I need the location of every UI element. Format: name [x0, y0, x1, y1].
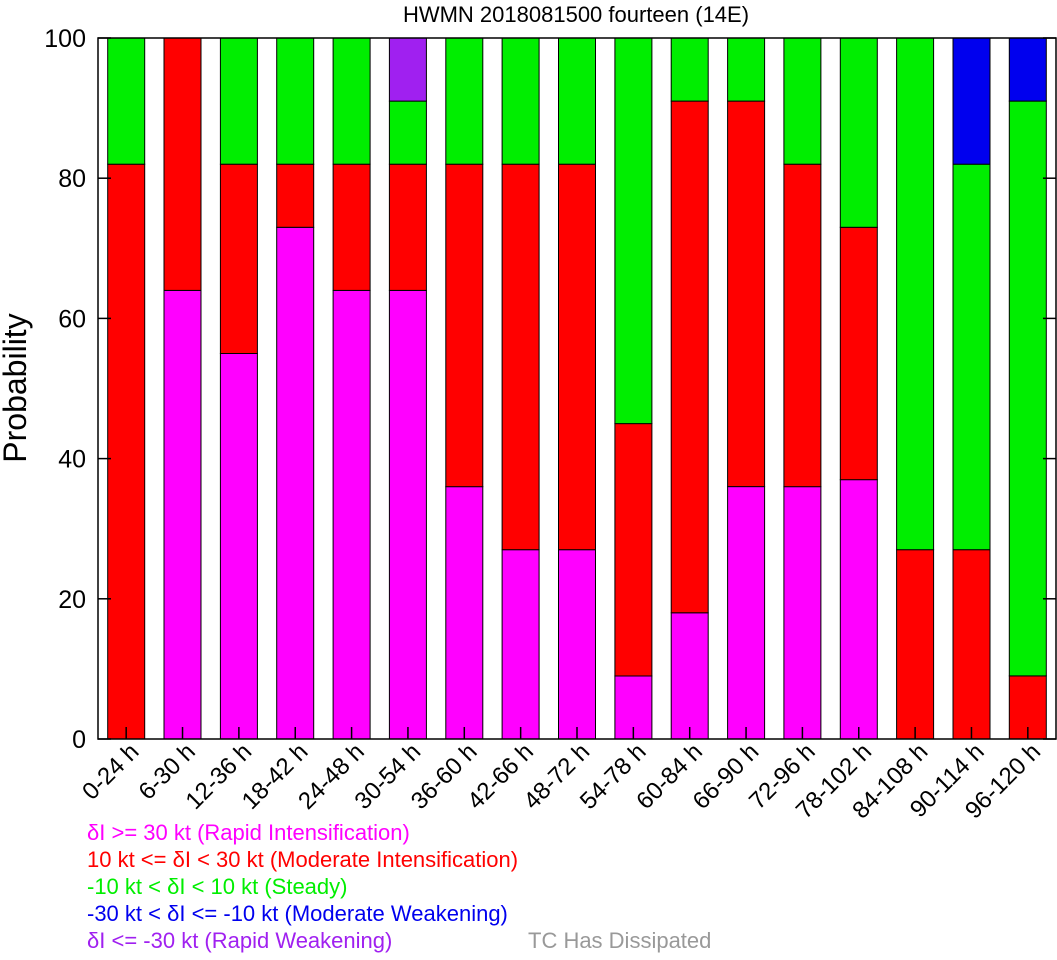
legend-entry-2: -10 kt < δI < 10 kt (Steady)	[87, 874, 348, 899]
bar-segment-3-0	[276, 226, 315, 740]
bar-segment-8-0	[558, 549, 596, 740]
bar-segment-6-0	[445, 486, 484, 740]
bar-segment-5-4	[388, 37, 427, 102]
bar-segment-11-2	[727, 37, 766, 102]
bar-segment-9-2	[614, 37, 653, 425]
bar-segment-11-0	[727, 486, 766, 740]
bar-segment-15-2	[952, 163, 991, 551]
bar-segment-9-1	[614, 423, 653, 677]
bar-segment-6-2	[445, 37, 484, 165]
legend-entry-3: -30 kt < δI <= -10 kt (Moderate Weakenin…	[87, 901, 508, 926]
bar-segment-1-1	[163, 37, 202, 291]
axes-group: 0 20 40 60 80 100	[44, 25, 1057, 754]
bar-segment-14-1	[896, 549, 935, 740]
bar-segment-12-0	[783, 486, 822, 740]
bar-segment-8-2	[558, 37, 596, 165]
x-tick-label-0: 0-24 h	[77, 738, 144, 805]
bar-segment-15-3	[952, 37, 991, 165]
bar-segment-4-0	[332, 289, 371, 740]
bar-segment-5-1	[388, 163, 427, 291]
bar-segment-12-1	[783, 163, 822, 488]
legend-entry-0: δI >= 30 kt (Rapid Intensification)	[87, 820, 410, 845]
bar-segment-7-2	[501, 37, 540, 165]
bar-segment-0-1	[107, 163, 146, 740]
bar-segment-7-1	[501, 163, 540, 551]
bar-segment-1-0	[163, 289, 202, 740]
legend-entry-1: 10 kt <= δI < 30 kt (Moderate Intensific…	[87, 847, 519, 872]
x-tick-labels: 0-24 h6-30 h12-36 h18-42 h24-48 h30-54 h…	[77, 738, 1046, 824]
bar-segment-10-1	[670, 100, 709, 614]
bar-segment-3-1	[276, 163, 315, 228]
bar-segment-7-0	[501, 549, 540, 740]
y-axis-label: Probability	[0, 313, 33, 462]
bar-segment-16-3	[1008, 37, 1047, 102]
bar-segment-2-0	[219, 352, 258, 740]
bars-group	[107, 37, 1047, 740]
y-tick-label-20: 20	[58, 586, 86, 614]
bar-segment-6-1	[445, 163, 484, 488]
bar-segment-3-2	[276, 37, 315, 165]
bar-segment-16-2	[1008, 100, 1047, 677]
bar-segment-5-0	[388, 289, 427, 740]
legend-entry-4: δI <= -30 kt (Rapid Weakening)	[87, 928, 393, 953]
y-tick-label-60: 60	[58, 305, 86, 333]
y-tick-label-80: 80	[58, 165, 86, 193]
bar-segment-2-1	[219, 163, 258, 354]
bar-segment-4-2	[332, 37, 371, 165]
bar-segment-2-2	[219, 37, 258, 165]
bar-segment-4-1	[332, 163, 371, 291]
y-tick-label-100: 100	[44, 25, 86, 53]
bar-segment-5-2	[388, 100, 427, 165]
bar-segment-12-2	[783, 37, 822, 165]
bar-segment-15-1	[952, 549, 991, 740]
bar-segment-10-0	[670, 612, 709, 740]
chart-title: HWMN 2018081500 fourteen (14E)	[403, 2, 749, 27]
legend-entry-dissipated: TC Has Dissipated	[528, 928, 712, 953]
bar-segment-14-2	[896, 37, 935, 551]
y-tick-label-0: 0	[72, 726, 86, 754]
bar-segment-0-2	[107, 37, 146, 165]
bar-segment-10-2	[670, 37, 709, 102]
bar-segment-8-1	[558, 163, 596, 551]
bar-segment-13-1	[839, 226, 878, 481]
bar-segment-11-1	[727, 100, 766, 488]
bar-segment-13-0	[839, 479, 878, 740]
bar-segment-13-2	[839, 37, 878, 228]
y-tick-label-40: 40	[58, 446, 86, 474]
